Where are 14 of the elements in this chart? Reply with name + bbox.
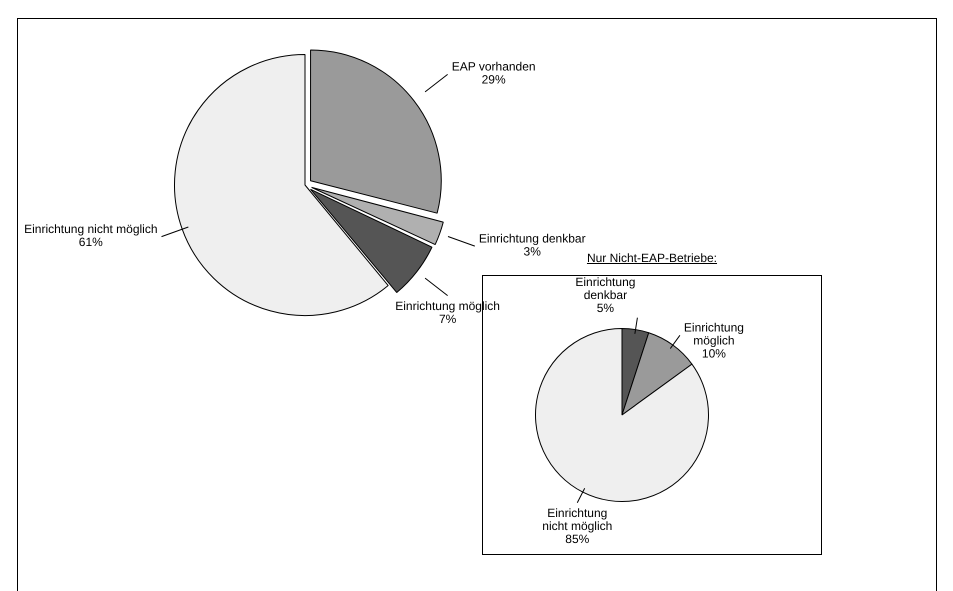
data-label: 5% — [596, 301, 614, 316]
slice-label: EAP vorhanden — [452, 60, 536, 74]
slice-label: Einrichtung möglich — [684, 320, 744, 348]
data-label: 29% — [482, 72, 506, 87]
slice-label: Einrichtung nicht möglich — [542, 506, 612, 534]
slice-label: Einrichtung nicht möglich — [24, 222, 158, 236]
slice-label: Einrichtung denkbar — [575, 275, 636, 302]
data-label: 61% — [78, 234, 104, 249]
data-label: 10% — [702, 346, 726, 361]
data-label: 85% — [565, 532, 590, 546]
legend-label: Einrichtung denkbar — [478, 231, 586, 246]
chart-title: Nur Nicht-EAP-Betriebe: — [586, 251, 718, 265]
data-label: 7% — [438, 312, 457, 326]
data-label: 3% — [524, 244, 542, 258]
